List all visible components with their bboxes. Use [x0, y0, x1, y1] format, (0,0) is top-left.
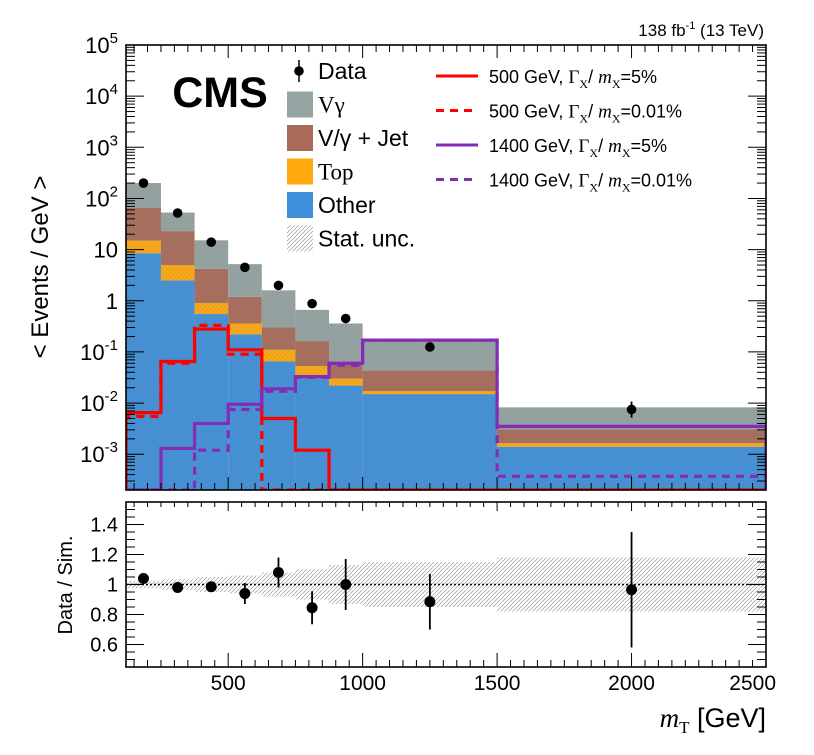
ratio-point	[306, 602, 318, 614]
cms-label: CMS	[172, 69, 268, 117]
legend-item-s500w: 500 GeV, ΓX/ mX=5%	[436, 67, 657, 91]
legend-swatch	[287, 192, 313, 218]
legend-label: Stat. unc.	[318, 226, 415, 252]
lower-y-tick-label: 0.8	[90, 605, 118, 627]
legend-label: 500 GeV, ΓX/ mX=0.01%	[489, 102, 682, 126]
lower-ticks: 0.6 0.8 1 1.2 1.4 500 1000 1500 2000 2500	[90, 502, 776, 695]
upper-y-tick-label: 10-2	[80, 388, 118, 416]
stat-unc-hatch	[160, 212, 195, 490]
data-point	[425, 342, 435, 352]
legend-right: 500 GeV, ΓX/ mX=5% 500 GeV, ΓX/ mX=0.01% 1…	[436, 67, 692, 195]
legend-item-s500n: 500 GeV, ΓX/ mX=0.01%	[436, 102, 682, 126]
legend-item-s1400n: 1400 GeV, ΓX/ mX=0.01%	[436, 171, 692, 195]
legend-swatch	[287, 158, 313, 185]
upper-y-tick-label: 10	[94, 238, 118, 263]
stat-unc-hatch	[329, 323, 363, 490]
legend-label: Top	[318, 160, 353, 185]
ratio-point	[626, 584, 638, 596]
upper-y-tick-label: 102	[85, 183, 118, 211]
stat-unc-hatch	[194, 240, 229, 490]
legend-label: Vγ	[318, 93, 345, 118]
data-point	[172, 208, 183, 218]
legend-swatch	[287, 225, 313, 252]
legend-label: 1400 GeV, ΓX/ mX=0.01%	[489, 171, 692, 195]
stat-unc-hatch	[362, 341, 498, 490]
lower-y-tick-label: 1.2	[90, 545, 118, 567]
signal-layer	[126, 323, 766, 490]
data-point	[240, 262, 250, 273]
upper-y-tick-label: 105	[85, 30, 118, 58]
ratio-point	[424, 596, 436, 608]
upper-y-tick-label: 10-1	[80, 337, 118, 365]
legend-item-data: Data	[294, 58, 367, 84]
legend-item-top: Top	[287, 158, 353, 185]
legend-label: 500 GeV, ΓX/ mX=5%	[489, 67, 657, 91]
upper-y-tick-label: 104	[85, 81, 118, 109]
legend-left: Data Vγ V/γ + Jet Top Other Stat. unc.	[287, 58, 415, 252]
ratio-point	[340, 579, 352, 590]
legend-label: V/γ + Jet	[318, 125, 409, 151]
upper-y-tick-label: 1	[106, 289, 118, 314]
x-tick-label: 2500	[729, 672, 776, 695]
legend-item-vgamma: Vγ	[287, 91, 345, 118]
data-point	[340, 313, 351, 324]
lower-y-axis-label: Data / Sim.	[55, 536, 77, 635]
data-layer	[138, 178, 637, 418]
ratio-point	[172, 582, 184, 593]
ratio-point	[205, 581, 217, 593]
legend-item-other: Other	[287, 192, 376, 218]
stat-unc-hatch	[295, 309, 330, 490]
data-point	[273, 280, 284, 291]
x-tick-label: 1500	[474, 672, 521, 695]
legend-label: 1400 GeV, ΓX/ mX=5%	[489, 136, 667, 160]
x-axis-label: mT [GeV]	[660, 703, 766, 737]
signal-line-2	[126, 323, 766, 490]
legend-item-vgjet: V/γ + Jet	[287, 125, 409, 151]
legend-swatch	[287, 91, 313, 118]
data-point	[206, 237, 217, 247]
upper-y-tick-label: 10-3	[80, 439, 118, 467]
legend-label: Other	[318, 192, 376, 218]
legend-item-statunc: Stat. unc.	[287, 225, 415, 252]
stack-layer	[126, 183, 766, 490]
ratio-points	[137, 532, 638, 648]
legend-marker-dot	[294, 66, 304, 76]
legend-item-s1400w: 1400 GeV, ΓX/ mX=5%	[436, 136, 667, 160]
data-point	[626, 404, 637, 415]
x-tick-label: 500	[211, 672, 246, 695]
ratio-point	[272, 567, 284, 578]
upper-plot: 10-3 10-2 10-1 1 10 102 103 104 105 CMS Data Vγ V/…	[27, 30, 767, 491]
x-tick-label: 1000	[339, 672, 386, 695]
upper-y-tick-label: 103	[85, 132, 118, 160]
upper-y-axis-label: < Events / GeV >	[27, 176, 54, 359]
lumi-label: 138 fb-1 (13 TeV)	[638, 20, 764, 40]
lower-y-tick-label: 0.6	[90, 635, 118, 657]
upper-frame	[125, 44, 767, 491]
x-tick-label: 2000	[608, 672, 655, 695]
lower-plot: 0.6 0.8 1 1.2 1.4 500 1000 1500 2000 2500 Data / …	[55, 501, 776, 737]
signal-line-4	[126, 338, 766, 490]
lower-y-tick-label: 1.4	[90, 515, 118, 537]
ratio-point	[137, 573, 149, 584]
upper-ticks: 10-3 10-2 10-1 1 10 102 103 104 105	[80, 30, 767, 491]
ratio-point	[239, 588, 251, 599]
data-point	[138, 178, 149, 188]
lower-y-tick-label: 1	[107, 575, 118, 597]
stat-unc-hatch	[228, 264, 262, 490]
data-point	[307, 298, 317, 309]
legend-label: Data	[318, 58, 367, 84]
legend-swatch	[287, 125, 313, 151]
